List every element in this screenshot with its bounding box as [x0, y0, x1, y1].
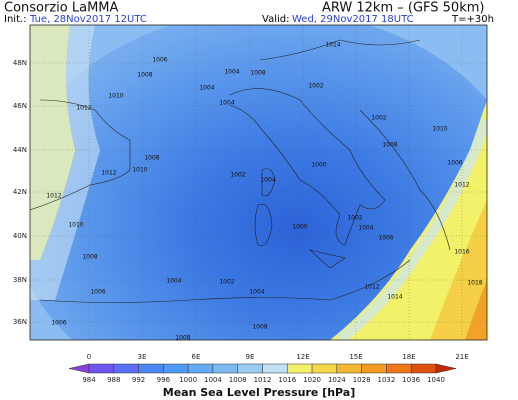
valid-value: Wed, 29Nov2017 18UTC: [292, 14, 414, 25]
organization: Consorzio LaMMA: [4, 1, 119, 16]
isobar-label: 1004: [260, 177, 275, 184]
lon-label: 12E: [296, 353, 309, 361]
colorbar-label: 1032: [378, 376, 396, 384]
colorbar-swatch: [237, 363, 263, 374]
isobar-label: 1010: [432, 126, 447, 133]
init-label: Init.:: [4, 14, 27, 25]
isobar-label: 1012: [454, 182, 469, 189]
colorbar-swatch: [410, 363, 437, 374]
colorbar-end: [68, 363, 90, 374]
forecast-step: T=+30h: [451, 14, 494, 25]
init-value: Tue, 28Nov2017 12UTC: [29, 14, 147, 25]
colorbar-swatch: [88, 363, 115, 374]
isobar-label: 1004: [358, 225, 373, 232]
colorbar-label: 1008: [229, 376, 247, 384]
colorbar-label: 1024: [328, 376, 346, 384]
isobar-label: 1008: [144, 155, 159, 162]
isobar-label: 1006: [378, 235, 393, 242]
isobar-label: 1008: [82, 254, 97, 261]
valid-label: Valid:: [262, 14, 289, 25]
header: Consorzio LaMMA ARW 12km – (GFS 50km) In…: [4, 1, 494, 26]
isobar-label: 1006: [90, 289, 105, 296]
isobar-label: 1010: [68, 222, 83, 229]
lat-label: 38N: [13, 276, 27, 284]
colorbar-label: 1028: [353, 376, 371, 384]
lon-label: 6E: [192, 353, 201, 361]
model: ARW 12km – (GFS 50km): [322, 1, 484, 16]
colorbar-swatch: [287, 363, 313, 374]
lat-label: 40N: [13, 232, 27, 240]
isobar-label: 1004: [166, 278, 181, 285]
isobar-label: 1008: [250, 70, 265, 77]
isobar-label: 1018: [467, 280, 482, 287]
colorbar-label: 1036: [402, 376, 420, 384]
colorbar-swatch: [336, 363, 362, 374]
colorbar-swatch: [386, 363, 412, 374]
isobar-label: 1002: [347, 215, 362, 222]
isobar-label: 1014: [325, 42, 340, 49]
colorbar-swatch: [212, 363, 238, 374]
isobar-label: 1014: [387, 294, 402, 301]
lon-label: 0: [87, 353, 91, 361]
isobar-label: 1008: [252, 324, 267, 331]
isobar-label: 1012: [76, 105, 91, 112]
colorbar-end: [435, 363, 457, 374]
isobar-label: 1006: [447, 160, 462, 167]
isobar-label: 1008: [382, 142, 397, 149]
isobar-label: 1010: [132, 167, 147, 174]
lon-label: 9E: [246, 353, 255, 361]
isobar-label: 1016: [454, 249, 469, 256]
lon-label: 21E: [455, 353, 468, 361]
colorbar-swatch: [262, 363, 288, 374]
lon-label: 3E: [138, 353, 147, 361]
colorbar-label: 996: [157, 376, 171, 384]
isobar-label: 1004: [249, 289, 264, 296]
isobar-label: 1004: [199, 85, 214, 92]
colorbar-label: 1012: [254, 376, 272, 384]
colorbar-label: 988: [107, 376, 120, 384]
lon-label: 15E: [349, 353, 362, 361]
colorbar-label: 984: [82, 376, 96, 384]
isobar-label: 1006: [51, 320, 66, 327]
isobar-label: 1012: [101, 170, 116, 177]
isobar-label: 1004: [224, 69, 239, 76]
colorbar-label: 992: [132, 376, 145, 384]
colorbar-swatch: [163, 363, 189, 374]
colorbar-title: Mean Sea Level Pressure [hPa]: [163, 386, 356, 399]
isobar-label: 1012: [46, 193, 61, 200]
colorbar-swatch: [113, 363, 139, 374]
isobar-label: 1010: [108, 93, 123, 100]
isobar-label: 1008: [175, 335, 190, 342]
colorbar-label: 1004: [204, 376, 222, 384]
isobar-label: 1002: [230, 172, 245, 179]
lat-label: 36N: [13, 318, 27, 326]
map-frame: [29, 24, 488, 341]
isobar-label: 1004: [219, 100, 234, 107]
isobar-label: 1002: [371, 115, 386, 122]
colorbar-swatch: [187, 363, 214, 374]
colorbar-label: 1040: [427, 376, 445, 384]
lat-label: 46N: [13, 102, 27, 110]
isobar-label: 1012: [364, 284, 379, 291]
lat-label: 42N: [13, 188, 27, 196]
isobar-label: 1006: [152, 57, 167, 64]
isobar-label: 1002: [219, 279, 234, 286]
colorbar-swatch: [311, 363, 338, 374]
colorbar-swatch: [361, 363, 387, 374]
isobar-label: 1000: [311, 162, 326, 169]
colorbar-label: 1016: [278, 376, 296, 384]
lat-label: 48N: [13, 59, 27, 67]
colorbar-label: 1000: [179, 376, 197, 384]
lon-label: 18E: [402, 353, 415, 361]
isobar-label: 1002: [308, 83, 323, 90]
colorbar-label: 1020: [303, 376, 321, 384]
map-field: [30, 25, 487, 340]
isobar-label: 1008: [137, 72, 152, 79]
isobar-label: 1000: [292, 224, 307, 231]
lat-label: 44N: [13, 146, 27, 154]
colorbar-swatch: [138, 363, 164, 374]
